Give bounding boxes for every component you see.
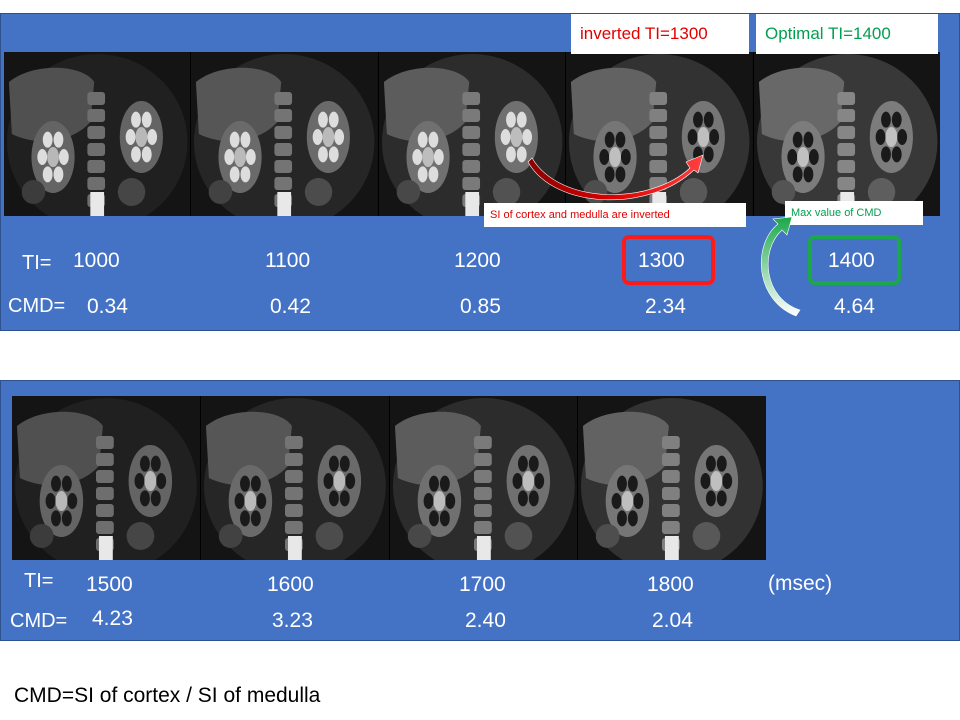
ti-value: 1100	[265, 249, 311, 272]
ti-value: 1200	[454, 249, 501, 272]
cmd-value: 4.64	[834, 295, 875, 318]
ti-value: 1000	[73, 249, 120, 272]
mri-image-ti-1600	[200, 396, 390, 560]
ti-value: 1600	[267, 573, 314, 596]
mri-image-ti-1100	[191, 52, 379, 216]
cmd-label-top: CMD=	[8, 295, 66, 317]
mri-image-ti-1400	[753, 52, 941, 216]
ti-label-bottom: TI=	[24, 570, 54, 592]
ti-label-top: TI=	[22, 252, 52, 274]
cmd-value: 2.04	[652, 609, 693, 632]
ti-value: 1700	[459, 573, 506, 596]
mri-strip-bottom	[12, 396, 766, 560]
ti-value: 1400	[828, 249, 875, 272]
cmd-value: 3.23	[272, 609, 313, 632]
mri-strip-top	[4, 52, 941, 216]
highlight-box-1400	[808, 235, 901, 285]
ti-value: 1800	[647, 573, 694, 596]
mri-image-ti-1500	[12, 396, 201, 560]
unit-label: (msec)	[768, 572, 833, 595]
cmd-label-bottom: CMD=	[10, 610, 68, 632]
mri-image-ti-1700	[389, 396, 579, 560]
inverted-ti-label: inverted TI=1300	[571, 14, 749, 54]
cmd-formula: CMD=SI of cortex / SI of medulla	[14, 684, 321, 707]
mri-image-ti-1200	[378, 52, 567, 216]
cmd-value: 0.42	[270, 295, 311, 318]
ti-value: 1500	[86, 573, 133, 596]
cmd-value: 0.85	[460, 295, 501, 318]
ti-value: 1300	[638, 249, 685, 272]
cmd-value: 2.34	[645, 295, 686, 318]
optimal-ti-label: Optimal TI=1400	[756, 14, 938, 54]
mri-image-ti-1300	[566, 52, 754, 216]
mri-image-ti-1000	[4, 52, 192, 216]
cmd-value: 4.23	[92, 607, 133, 630]
cmd-value: 2.40	[465, 609, 506, 632]
max-cmd-note: Max value of CMD	[785, 201, 923, 225]
cmd-value: 0.34	[87, 295, 128, 318]
mri-image-ti-1800	[578, 396, 766, 560]
inverted-note: SI of cortex and medulla are inverted	[484, 203, 746, 227]
highlight-box-1300	[622, 235, 715, 285]
